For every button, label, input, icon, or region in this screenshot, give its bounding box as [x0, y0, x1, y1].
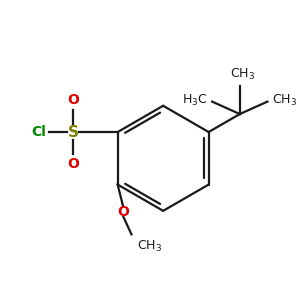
Text: O: O — [68, 93, 80, 107]
Text: Cl: Cl — [31, 125, 46, 139]
Text: CH$_3$: CH$_3$ — [137, 238, 162, 253]
Text: O: O — [117, 205, 129, 219]
Text: H$_3$C: H$_3$C — [182, 93, 208, 108]
Text: S: S — [68, 124, 79, 140]
Text: CH$_3$: CH$_3$ — [230, 67, 255, 82]
Text: O: O — [68, 157, 80, 171]
Text: CH$_3$: CH$_3$ — [272, 93, 297, 108]
